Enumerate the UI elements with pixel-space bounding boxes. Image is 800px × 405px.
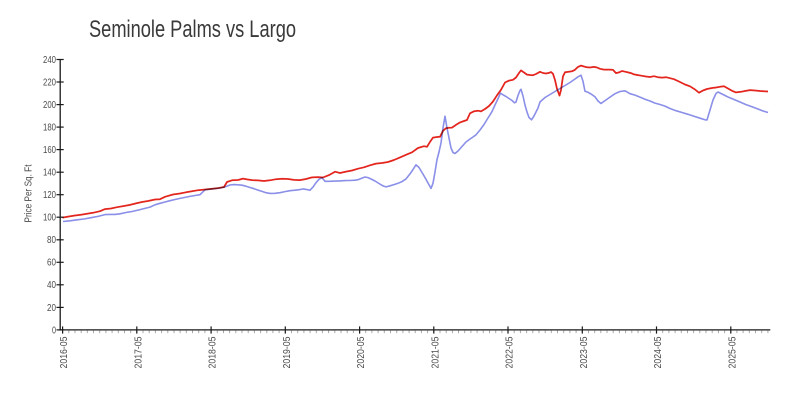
svg-text:2016-05: 2016-05 (59, 336, 70, 368)
svg-text:2022-05: 2022-05 (505, 336, 516, 368)
svg-text:0: 0 (52, 324, 56, 336)
svg-text:Seminole Palms vs Largo: Seminole Palms vs Largo (89, 16, 296, 43)
svg-text:240: 240 (43, 54, 56, 66)
svg-text:2024-05: 2024-05 (653, 336, 664, 368)
svg-text:2023-05: 2023-05 (579, 336, 590, 368)
svg-text:200: 200 (43, 99, 56, 111)
svg-text:2017-05: 2017-05 (133, 336, 144, 368)
svg-text:80: 80 (47, 234, 56, 246)
svg-text:20: 20 (47, 302, 56, 314)
svg-text:40: 40 (47, 279, 56, 291)
svg-text:140: 140 (43, 167, 56, 179)
svg-text:180: 180 (43, 122, 56, 134)
svg-text:60: 60 (47, 257, 56, 269)
svg-text:120: 120 (43, 189, 56, 201)
svg-text:2025-05: 2025-05 (727, 336, 738, 368)
svg-text:220: 220 (43, 76, 56, 88)
svg-text:2018-05: 2018-05 (208, 336, 219, 368)
svg-text:100: 100 (43, 212, 56, 224)
svg-text:Price Per Sq. Ft: Price Per Sq. Ft (24, 164, 35, 222)
svg-text:160: 160 (43, 144, 56, 156)
svg-text:2019-05: 2019-05 (282, 336, 293, 368)
svg-text:2020-05: 2020-05 (356, 336, 367, 368)
svg-text:2021-05: 2021-05 (430, 336, 441, 368)
